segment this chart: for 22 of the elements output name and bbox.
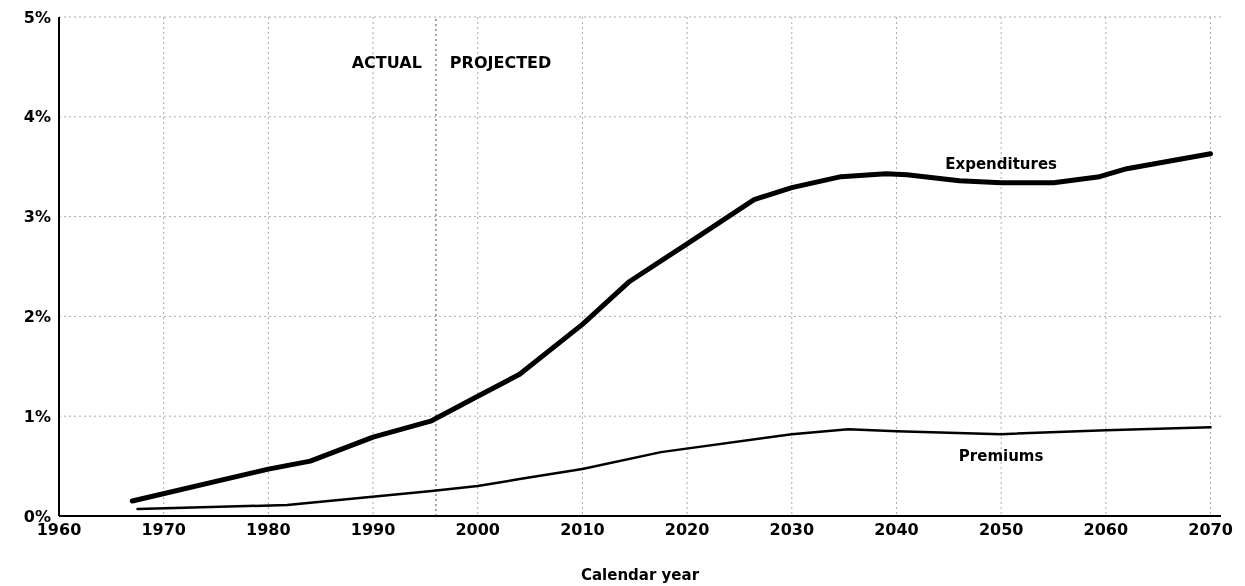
x-tick-label: 2010	[560, 520, 605, 540]
y-tick-label: 3%	[23, 207, 51, 227]
x-tick-label: 1990	[350, 520, 396, 540]
series-label: Premiums	[958, 446, 1044, 465]
x-tick-label: 1970	[141, 520, 186, 540]
annotation: ACTUAL	[351, 52, 422, 72]
x-tick-label: 1980	[246, 520, 291, 540]
y-tick-label: 4%	[23, 107, 51, 127]
x-tick-label: 2020	[664, 520, 710, 540]
series-label: Expenditures	[945, 154, 1058, 173]
y-tick-label: 2%	[23, 307, 51, 327]
y-tick-label: 1%	[23, 406, 51, 426]
x-tick-label: 2040	[874, 520, 919, 540]
x-tick-label: 2000	[455, 520, 500, 540]
annotation: PROJECTED	[449, 52, 552, 72]
x-tick-label: 2060	[1083, 520, 1129, 540]
x-tick-label: 2030	[769, 520, 815, 540]
x-tick-label: 2050	[978, 520, 1024, 540]
line-series	[136, 425, 1212, 511]
y-tick-label: 5%	[23, 7, 51, 27]
x-axis-title: Calendar year	[580, 566, 700, 584]
x-tick-label: 2070	[1188, 520, 1233, 540]
